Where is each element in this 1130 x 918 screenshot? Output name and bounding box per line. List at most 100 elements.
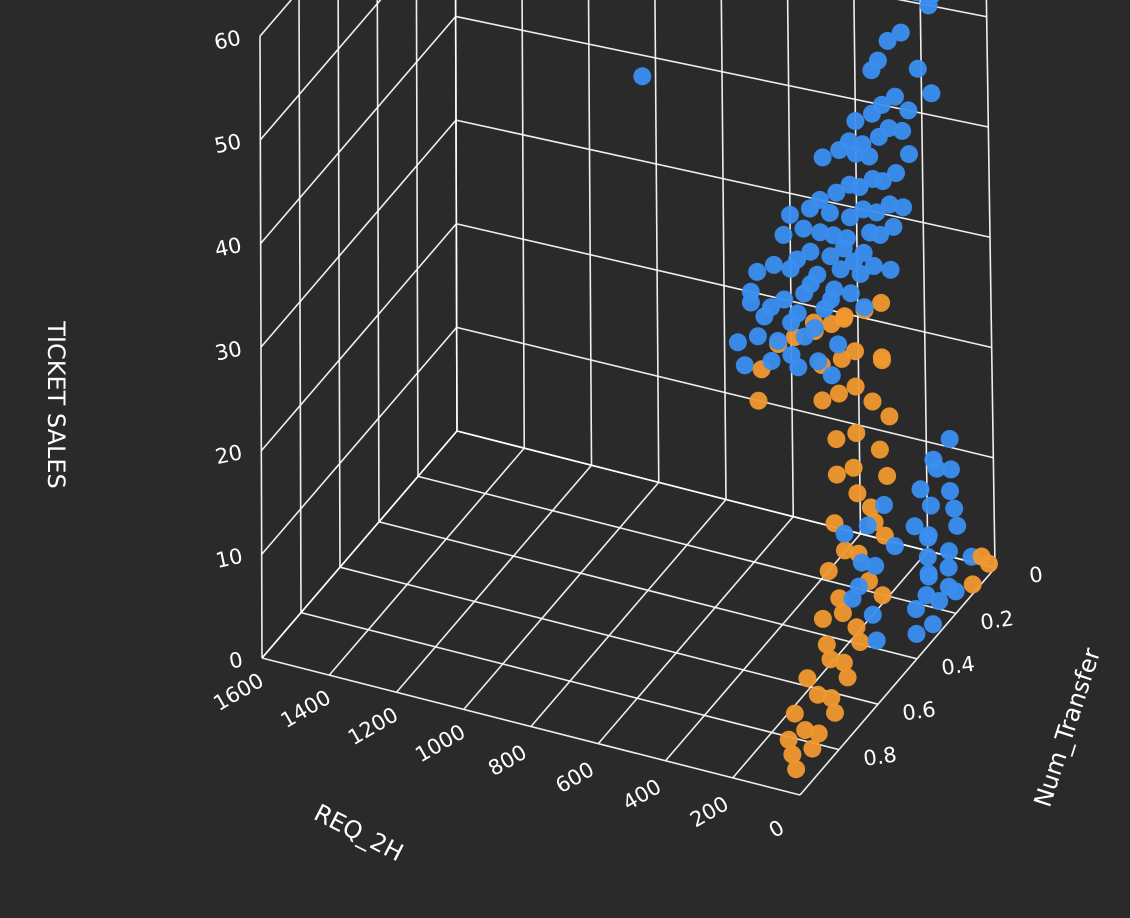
data-point	[809, 724, 828, 743]
data-point	[894, 198, 913, 217]
data-point	[825, 280, 844, 299]
floor-grid-line-x	[799, 567, 996, 796]
data-point	[941, 482, 959, 501]
data-point	[805, 319, 824, 338]
data-point	[900, 145, 918, 164]
floor-grid-line-x	[597, 516, 794, 745]
data-point	[826, 703, 844, 722]
data-point	[808, 685, 827, 704]
data-point	[813, 391, 832, 410]
floor-grid-line-y	[339, 566, 879, 705]
data-point	[783, 745, 802, 764]
data-point	[796, 721, 815, 740]
data-point	[844, 458, 863, 477]
back-wall-grid-line-z	[456, 326, 994, 459]
z-tick-label: 50	[212, 129, 243, 158]
data-point	[919, 528, 937, 547]
data-point	[813, 148, 832, 167]
data-point	[789, 358, 808, 377]
y-tick-label: 0	[1028, 562, 1045, 588]
data-point	[860, 147, 879, 166]
floor-grid-line-x	[328, 447, 525, 676]
x-tick-label: 1400	[277, 685, 335, 733]
data-point	[832, 349, 851, 368]
back-wall-grid-line-x	[521, 0, 526, 449]
data-point	[899, 101, 918, 120]
back-wall-grid-line-x	[587, 0, 593, 466]
y-tick-label: 0.4	[940, 652, 976, 680]
x-axis-title: REQ_2H	[309, 799, 407, 868]
back-wall-grid-line-z	[455, 119, 991, 239]
data-point	[838, 668, 857, 687]
data-point	[834, 309, 853, 328]
data-point	[775, 290, 794, 309]
y-axis-title: Num_Transfer	[1029, 645, 1107, 811]
x-tick-label: 400	[619, 774, 666, 815]
data-point	[963, 575, 982, 594]
data-point	[749, 391, 768, 410]
back-wall-grid-line-z	[456, 430, 996, 569]
data-point	[846, 342, 864, 361]
data-point	[908, 59, 927, 78]
data-point	[940, 430, 959, 448]
data-point	[794, 219, 813, 238]
data-point	[919, 564, 938, 583]
data-point	[980, 554, 998, 573]
data-point	[939, 577, 958, 596]
data-point	[924, 0, 940, 5]
z-tick-label: 40	[213, 233, 244, 262]
data-point	[918, 548, 937, 566]
data-point	[878, 31, 897, 50]
data-point	[849, 577, 868, 596]
data-point	[762, 352, 781, 370]
data-point	[831, 260, 850, 279]
data-point	[819, 562, 838, 580]
data-point	[885, 537, 904, 556]
data-point	[924, 615, 942, 634]
data-point	[871, 225, 890, 244]
side-wall-grid-line-z	[261, 326, 458, 555]
x-tick-label: 1200	[344, 702, 402, 750]
data-point	[870, 440, 889, 459]
side-wall-grid-line-z	[259, 0, 382, 141]
data-point	[813, 609, 832, 628]
data-point	[822, 689, 841, 708]
data-point	[922, 84, 941, 103]
floor-grid-line-x	[530, 498, 727, 728]
data-point	[809, 352, 828, 371]
data-point	[866, 556, 885, 575]
data-point	[841, 284, 860, 303]
data-point	[748, 262, 767, 281]
data-point	[827, 465, 846, 484]
data-point	[851, 264, 870, 283]
side-wall-grid-line-y	[454, 0, 458, 432]
floor-grid-line-y	[261, 657, 801, 796]
data-point	[945, 499, 964, 518]
data-point	[774, 225, 793, 244]
data-point	[835, 524, 854, 543]
data-point	[822, 366, 841, 385]
data-point	[801, 242, 820, 261]
data-point	[881, 260, 900, 279]
data-point	[779, 730, 798, 749]
data-point	[837, 229, 856, 248]
data-point	[829, 335, 848, 354]
data-point	[762, 298, 780, 317]
data-point	[820, 203, 839, 222]
data-point	[878, 466, 897, 485]
x-tick-label: 800	[484, 740, 531, 781]
data-point	[821, 247, 840, 266]
floor-grid-line-y	[300, 611, 840, 751]
data-point	[911, 480, 930, 499]
data-point	[880, 407, 899, 426]
data-point	[769, 332, 787, 350]
floor-grid-line-x	[395, 464, 593, 693]
x-tick-label: 1600	[209, 668, 267, 716]
data-point	[850, 178, 869, 196]
data-point	[785, 704, 804, 723]
z-tick-label: 10	[214, 544, 245, 573]
data-point	[930, 592, 949, 610]
back-wall-grid-line-z	[455, 15, 989, 128]
side-wall-grid-line-z	[261, 430, 458, 659]
data-point	[940, 542, 958, 561]
